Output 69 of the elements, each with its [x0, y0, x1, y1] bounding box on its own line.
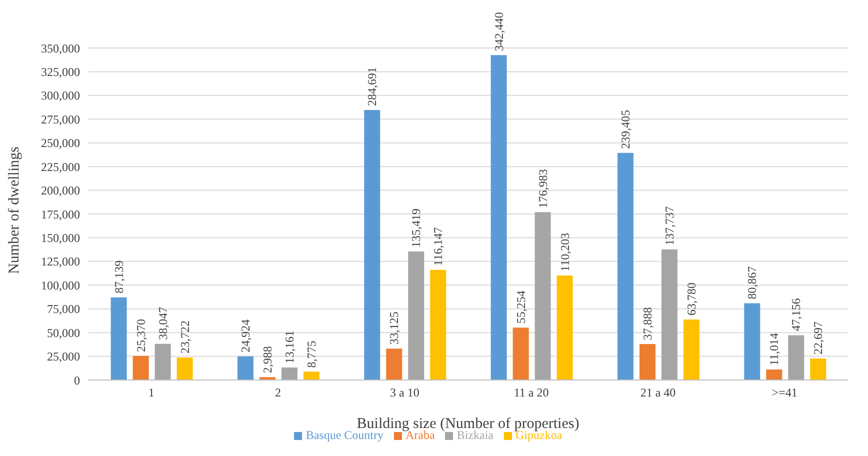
data-label: 24,924	[238, 319, 252, 352]
data-label: 110,203	[558, 232, 572, 272]
data-label: 137,737	[662, 206, 676, 246]
bar	[788, 335, 804, 380]
data-label: 13,161	[282, 330, 296, 364]
bar	[661, 249, 678, 380]
data-label: 63,780	[684, 282, 698, 316]
y-tick-label: 350,000	[41, 41, 80, 56]
x-tick-label: >=41	[772, 386, 798, 400]
bar	[430, 270, 446, 380]
bar	[744, 303, 760, 380]
bar	[408, 252, 424, 380]
y-tick-label: 175,000	[41, 207, 80, 222]
x-tick-label: 21 a 40	[640, 386, 676, 400]
x-tick-label: 2	[275, 386, 281, 400]
y-tick-label: 250,000	[41, 136, 80, 150]
y-tick-label: 150,000	[41, 230, 80, 245]
data-label: 38,047	[156, 306, 170, 340]
data-label: 47,156	[789, 298, 804, 332]
data-label: 342,440	[492, 12, 506, 52]
data-label: 33,125	[387, 312, 402, 345]
x-tick-label: 11 a 20	[514, 386, 549, 400]
data-label: 2,988	[260, 346, 274, 374]
y-tick-label: 200,000	[41, 184, 80, 198]
data-label: 55,254	[514, 290, 528, 324]
bar	[512, 328, 529, 380]
y-tick-label: 275,000	[41, 112, 80, 126]
bar	[303, 372, 320, 380]
bar	[490, 55, 507, 380]
data-label: 11,014	[767, 332, 782, 366]
y-tick-label: 0	[74, 373, 80, 388]
bar	[281, 368, 298, 380]
bar	[639, 344, 656, 380]
data-label: 22,697	[811, 321, 826, 354]
data-label: 116,147	[431, 227, 446, 266]
x-tick-label: 1	[148, 386, 154, 400]
data-label: 80,867	[745, 266, 760, 300]
y-tick-label: 25,000	[47, 350, 80, 364]
bar	[617, 152, 634, 380]
y-tick-label: 50,000	[47, 326, 80, 340]
x-tick-label: 3 a 10	[390, 386, 420, 400]
y-tick-label: 125,000	[41, 254, 80, 269]
data-label: 87,139	[112, 260, 126, 294]
data-label: 8,775	[304, 340, 318, 368]
bar	[132, 356, 149, 380]
bar	[176, 358, 193, 380]
data-label: 239,405	[618, 110, 632, 149]
data-label: 135,419	[409, 208, 424, 248]
data-label: 25,370	[134, 318, 148, 352]
bar	[766, 370, 782, 380]
bar	[683, 320, 700, 380]
y-tick-label: 100,000	[41, 278, 80, 292]
data-label: 284,691	[365, 66, 380, 106]
y-tick-label: 300,000	[41, 88, 80, 103]
bar	[237, 356, 254, 380]
y-tick-label: 75,000	[47, 302, 80, 316]
bar	[110, 297, 127, 380]
y-tick-label: 225,000	[41, 160, 80, 174]
bar	[556, 275, 573, 380]
bar	[534, 212, 551, 380]
data-label: 176,983	[536, 169, 550, 208]
bar	[364, 110, 380, 380]
data-label: 23,722	[178, 320, 192, 354]
bar	[386, 348, 402, 380]
data-label: 37,888	[640, 307, 654, 340]
bar	[154, 344, 171, 380]
y-tick-label: 325,000	[41, 64, 80, 79]
bar	[810, 358, 826, 380]
y-axis-title: Number of dwellings	[6, 146, 22, 274]
